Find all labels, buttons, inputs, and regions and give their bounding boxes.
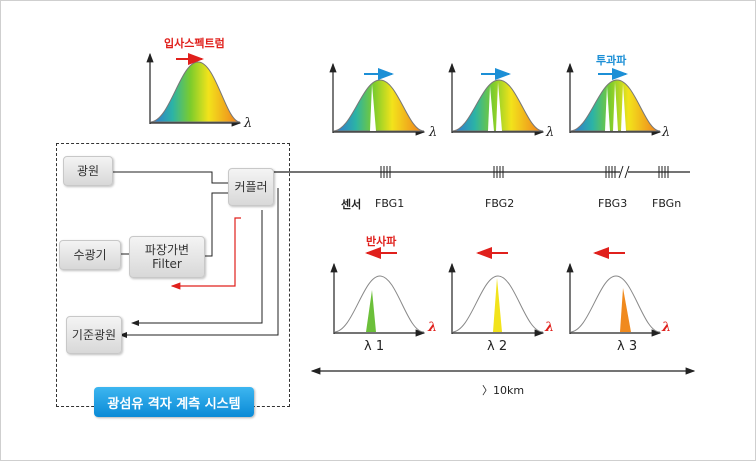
fbg3-label: FBG3 xyxy=(598,197,628,210)
fiber-break xyxy=(620,164,628,180)
reflected-title: 반사파 xyxy=(366,235,397,248)
reflected-plot-3 xyxy=(566,247,662,337)
filter-label-line1: 파장가변 xyxy=(144,243,190,257)
fbg1-label: FBG1 xyxy=(375,197,405,210)
fbg2-label: FBG2 xyxy=(485,197,515,210)
fbgn-label: FBGn xyxy=(652,197,682,210)
reference-source-box: 기준광원 xyxy=(66,316,122,354)
reflected-plot-1 xyxy=(330,262,426,337)
fbg1-grating xyxy=(380,166,391,178)
input-spectrum-plot xyxy=(146,52,242,127)
peak-label-2: λ 2 xyxy=(487,339,508,354)
reflected-lambda-label-1: λ xyxy=(428,320,438,335)
fbg3-grating xyxy=(605,166,616,178)
transmitted-plot-1 xyxy=(329,62,426,136)
optical-fiber xyxy=(272,164,690,180)
receiver-box: 수광기 xyxy=(59,240,121,270)
filter-label-line2: Filter xyxy=(152,257,182,271)
transmitted-lambda-label-3: λ xyxy=(662,125,671,140)
reflected-lambda-label-2: λ xyxy=(545,320,555,335)
fbg2-grating xyxy=(493,166,504,178)
distance-label: 〉10km xyxy=(482,384,525,397)
input-lambda-label: λ xyxy=(244,116,253,131)
fbgn-grating xyxy=(658,166,669,178)
transmitted-plot-2 xyxy=(448,62,545,136)
reflected-plot-2 xyxy=(448,247,545,337)
coupler-box: 커플러 xyxy=(228,168,274,206)
transmitted-lambda-label-1: λ xyxy=(429,125,438,140)
reflected-lambda-label-3: λ xyxy=(662,320,672,335)
peak-label-1: λ 1 xyxy=(364,339,385,354)
peak-label-3: λ 3 xyxy=(617,339,638,354)
transmitted-plot-3 xyxy=(566,62,662,136)
transmitted-title: 투과파 xyxy=(596,54,627,67)
reflected-signal-path xyxy=(170,217,241,290)
tunable-filter-box: 파장가변 Filter xyxy=(129,236,205,278)
system-title-badge: 광섬유 격자 계측 시스템 xyxy=(94,387,254,417)
input-spectrum-title: 입사스펙트럼 xyxy=(164,37,225,50)
transmitted-lambda-label-2: λ xyxy=(546,125,555,140)
sensor-label: 센서 xyxy=(341,198,362,211)
light-source-box: 광원 xyxy=(63,156,113,186)
